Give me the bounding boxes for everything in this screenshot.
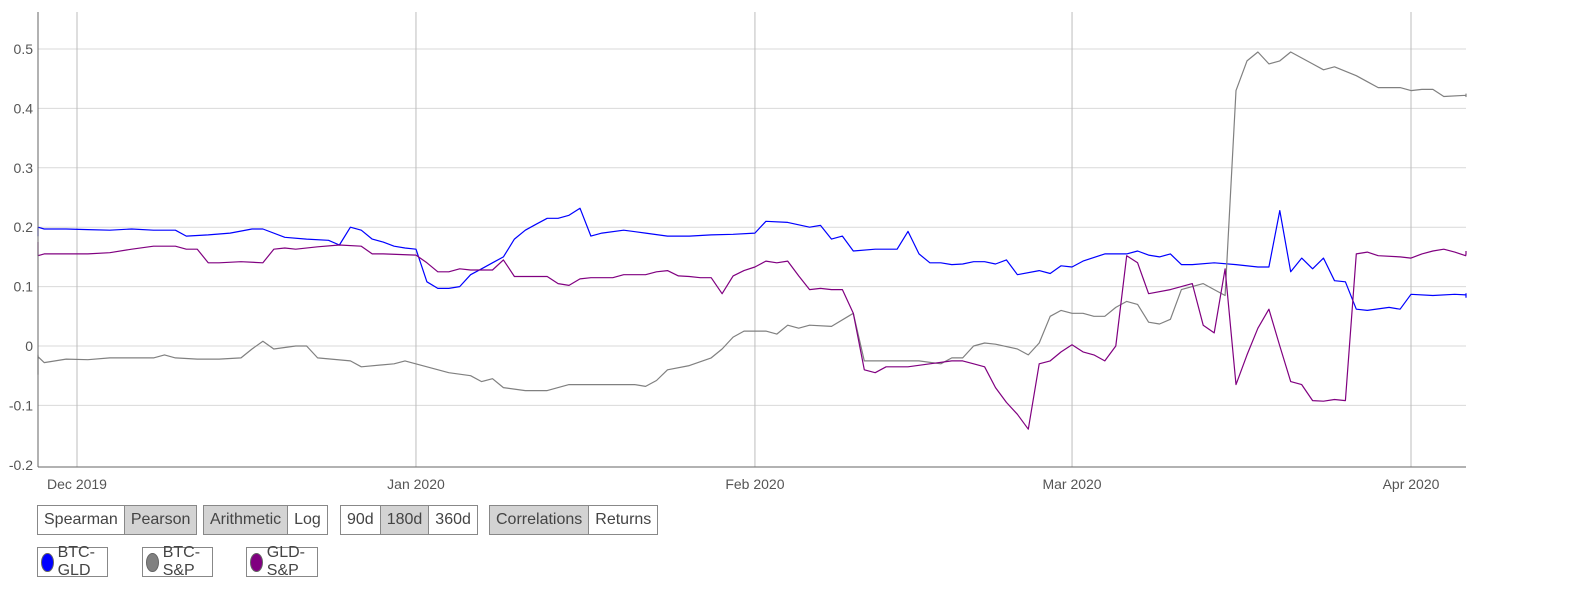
legend-label: BTC-S&P [162, 544, 201, 579]
legend-label: GLD-S&P [266, 544, 305, 579]
spearman-button[interactable]: Spearman [38, 506, 125, 534]
legend-item-btc-sp[interactable]: BTC-S&P [142, 544, 214, 579]
arithmetic-button[interactable]: Arithmetic [204, 506, 289, 534]
legend-label: BTC-GLD [57, 544, 95, 579]
btc-sp-dot-icon [146, 552, 159, 572]
chart-grid [38, 12, 1466, 467]
series-line-btc-gld [37, 207, 1467, 311]
window-180d-button[interactable]: 180d [380, 506, 430, 534]
legend-item-btc-gld[interactable]: BTC-GLD [37, 544, 109, 579]
pearson-button[interactable]: Pearson [124, 506, 197, 534]
x-tick-label: Mar 2020 [1042, 476, 1101, 492]
scale-group: Arithmetic Log [203, 505, 328, 535]
log-button[interactable]: Log [288, 506, 327, 534]
returns-button[interactable]: Returns [589, 506, 658, 534]
series-line-gld-s-p [37, 241, 1467, 430]
y-tick-label: 0.4 [14, 100, 34, 116]
series-lines [37, 51, 1467, 430]
y-tick-label: 0.1 [14, 279, 34, 295]
window-90d-button[interactable]: 90d [341, 506, 381, 534]
y-tick-label: 0.5 [14, 41, 34, 57]
window-360d-button[interactable]: 360d [429, 506, 477, 534]
correlation-method-group: Spearman Pearson [37, 505, 198, 535]
gld-sp-dot-icon [250, 552, 263, 572]
series-line-btc-s-p [37, 51, 1467, 392]
legend-item-gld-sp[interactable]: GLD-S&P [246, 544, 319, 579]
x-tick-label: Dec 2019 [47, 476, 107, 492]
y-tick-label: -0.2 [9, 457, 33, 473]
y-tick-label: -0.1 [9, 397, 33, 413]
correlation-chart: 0.5 0.4 0.3 0.2 0.1 0 -0.1 -0.2 Dec 2019 Jan 202… [9, 12, 1467, 492]
y-tick-label: 0 [25, 338, 33, 354]
btc-gld-dot-icon [41, 552, 54, 572]
y-tick-label: 0.2 [14, 219, 34, 235]
correlations-button[interactable]: Correlations [490, 506, 590, 534]
y-axis-tick-labels: 0.5 0.4 0.3 0.2 0.1 0 -0.1 -0.2 [9, 41, 33, 473]
window-group: 90d 180d 360d [340, 505, 478, 535]
view-group: Correlations Returns [489, 505, 659, 535]
x-tick-label: Jan 2020 [387, 476, 445, 492]
x-axis-tick-labels: Dec 2019 Jan 2020 Feb 2020 Mar 2020 Apr 2020 [47, 476, 1440, 492]
x-tick-label: Apr 2020 [1383, 476, 1440, 492]
x-tick-label: Feb 2020 [725, 476, 784, 492]
y-tick-label: 0.3 [14, 160, 34, 176]
